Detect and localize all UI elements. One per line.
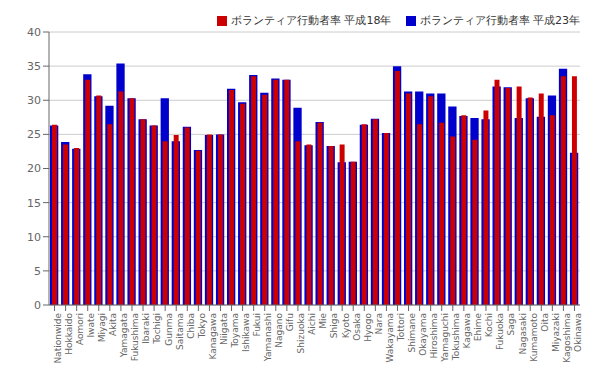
svg-text:Oita: Oita bbox=[540, 313, 550, 332]
svg-text:Kochi: Kochi bbox=[484, 313, 494, 337]
svg-text:Hiroshima: Hiroshima bbox=[429, 313, 439, 358]
svg-text:0: 0 bbox=[34, 299, 41, 312]
svg-text:Akita: Akita bbox=[108, 313, 118, 336]
svg-text:Nara: Nara bbox=[374, 313, 384, 334]
svg-text:Tokushima: Tokushima bbox=[451, 313, 461, 361]
svg-text:Kanagawa: Kanagawa bbox=[208, 313, 218, 360]
html-text:ボランティア行動者率 平成18年: ボランティア行動者率 平成18年 bbox=[231, 14, 392, 27]
svg-text:Shiga: Shiga bbox=[329, 313, 339, 338]
svg-text:Hokkaido: Hokkaido bbox=[64, 313, 74, 355]
svg-text:Osaka: Osaka bbox=[352, 313, 362, 341]
svg-text:Fukushima: Fukushima bbox=[130, 313, 140, 361]
svg-text:Gifu: Gifu bbox=[285, 313, 295, 331]
svg-text:Miyagi: Miyagi bbox=[97, 313, 107, 342]
svg-text:Miyazaki: Miyazaki bbox=[551, 313, 561, 352]
svg-text:40: 40 bbox=[27, 26, 41, 39]
svg-text:Ishikawa: Ishikawa bbox=[241, 313, 251, 352]
svg-text:Hyogo: Hyogo bbox=[363, 313, 373, 342]
svg-text:Nagano: Nagano bbox=[274, 313, 284, 348]
svg-text:Saitama: Saitama bbox=[175, 313, 185, 350]
svg-text:Kagoshima: Kagoshima bbox=[562, 313, 572, 363]
svg-text:10: 10 bbox=[27, 231, 41, 244]
svg-text:Kumamoto: Kumamoto bbox=[529, 313, 539, 362]
svg-text:Shizuoka: Shizuoka bbox=[296, 313, 306, 353]
svg-text:20: 20 bbox=[27, 162, 41, 175]
svg-text:Mie: Mie bbox=[318, 313, 328, 329]
svg-text:Wakayama: Wakayama bbox=[385, 313, 395, 363]
svg-text:25: 25 bbox=[27, 128, 41, 141]
svg-text:30: 30 bbox=[27, 94, 41, 107]
svg-text:Fukui: Fukui bbox=[252, 313, 262, 337]
svg-text:Aichi: Aichi bbox=[307, 313, 317, 335]
svg-text:15: 15 bbox=[27, 197, 41, 210]
svg-text:Yamaguchi: Yamaguchi bbox=[440, 313, 450, 363]
svg-text:Kyoto: Kyoto bbox=[341, 313, 351, 339]
svg-text:Chiba: Chiba bbox=[186, 313, 196, 339]
svg-text:Ibaraki: Ibaraki bbox=[141, 313, 151, 344]
svg-text:Niigata: Niigata bbox=[219, 313, 229, 345]
svg-text:Yamagata: Yamagata bbox=[119, 313, 129, 358]
svg-text:Aomori: Aomori bbox=[75, 313, 85, 345]
svg-text:Shimane: Shimane bbox=[407, 313, 417, 353]
svg-text:Yamanashi: Yamanashi bbox=[263, 313, 273, 362]
svg-text:5: 5 bbox=[34, 265, 41, 278]
svg-text:Nagasaki: Nagasaki bbox=[518, 313, 528, 354]
svg-text:Gunma: Gunma bbox=[164, 313, 174, 346]
svg-text:Okayama: Okayama bbox=[418, 313, 428, 356]
svg-text:Kagawa: Kagawa bbox=[462, 313, 472, 348]
svg-text:35: 35 bbox=[27, 60, 41, 73]
svg-text:Toyama: Toyama bbox=[230, 313, 240, 349]
svg-text:Fukuoka: Fukuoka bbox=[495, 313, 505, 350]
svg-text:Nationwide: Nationwide bbox=[53, 313, 63, 364]
svg-text:Tochigi: Tochigi bbox=[152, 313, 162, 345]
svg-text:Tottori: Tottori bbox=[396, 313, 406, 342]
svg-text:Tokyo: Tokyo bbox=[197, 313, 207, 340]
svg-text:Okinawa: Okinawa bbox=[573, 313, 583, 352]
svg-text:Ehime: Ehime bbox=[473, 313, 483, 342]
svg-text:Saga: Saga bbox=[506, 313, 516, 335]
svg-text:Iwate: Iwate bbox=[86, 313, 96, 338]
html-text:ボランティア行動者率 平成23年: ボランティア行動者率 平成23年 bbox=[419, 14, 580, 27]
